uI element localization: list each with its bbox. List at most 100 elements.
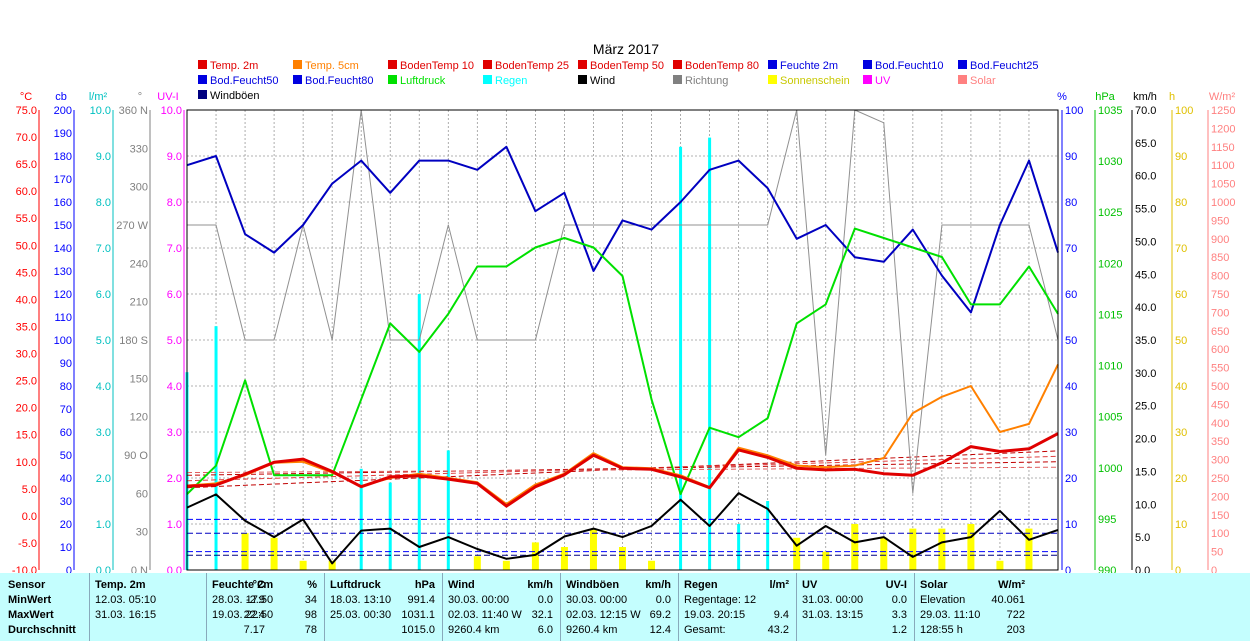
axis-tick-label: 20 — [1065, 473, 1077, 485]
legend-swatch — [293, 60, 302, 69]
axis-tick-label: 3.0 — [96, 427, 111, 439]
stats-detail: 25.03. 00:30 — [330, 609, 392, 621]
axis-tick-label: 180 — [54, 151, 72, 163]
stats-value: 1.2 — [891, 624, 907, 636]
axis-tick-label: 75.0 — [16, 105, 37, 117]
stats-detail: 9260.4 km — [448, 624, 500, 636]
axis-tick-label: 120 — [130, 412, 148, 424]
axis-tick-label: 1030 — [1098, 156, 1122, 168]
stats-value: 34 — [304, 594, 317, 606]
axis-tick-label: 55.0 — [16, 213, 37, 225]
axis-tick-label: 30 — [60, 496, 72, 508]
stats-value: 40.061 — [991, 594, 1025, 606]
axis-tick-label: 450 — [1211, 399, 1229, 411]
sunshine-bar — [880, 537, 888, 570]
series-line — [186, 432, 1059, 508]
legend-swatch — [483, 75, 492, 84]
legend-swatch — [578, 75, 587, 84]
legend-label: BodenTemp 25 — [495, 60, 569, 72]
stats-detail: 18.03. 13:10 — [330, 594, 392, 606]
axis-tick-label: 0 — [1065, 565, 1071, 577]
axis-tick-label: 30 — [136, 527, 148, 539]
axis-tick-label: 250 — [1211, 473, 1229, 485]
axis-tick-label: 1000 — [1098, 463, 1122, 475]
stats-value: 7.17 — [243, 624, 265, 636]
sunshine-bar — [502, 560, 510, 570]
sunshine-bar — [909, 528, 917, 570]
legend-label: BodenTemp 50 — [590, 60, 664, 72]
axis-tick-label: 40.0 — [1135, 302, 1156, 314]
axis-tick-label: 30.0 — [1135, 368, 1156, 380]
stats-unit: UV-I — [885, 579, 907, 591]
legend-swatch — [863, 60, 872, 69]
axis-tick-label: 1.0 — [167, 519, 182, 531]
axis-tick-label: 300 — [130, 182, 148, 194]
axis-tick-label: 50 — [1065, 335, 1077, 347]
legend-label: BodenTemp 80 — [685, 60, 759, 72]
axis-tick-label: 80 — [1065, 197, 1077, 209]
axis-tick-label: 10.0 — [16, 457, 37, 469]
axis-tick-label: 130 — [54, 266, 72, 278]
axis-tick-label: 10 — [60, 542, 72, 554]
stats-separator — [678, 573, 679, 641]
legend-swatch — [388, 60, 397, 69]
axis-unit: ° — [138, 91, 142, 103]
legend-label: UV — [875, 75, 891, 87]
axis-tick-label: 40 — [60, 473, 72, 485]
stats-value: 32.1 — [531, 609, 553, 621]
sunshine-bar — [270, 537, 278, 570]
stats-header: Feuchte 2m — [212, 579, 274, 591]
stats-value: 9.4 — [773, 609, 789, 621]
stats-sensor-header: Sensor — [8, 579, 46, 591]
stats-separator — [89, 573, 90, 641]
axis-tick-label: 9.0 — [167, 151, 182, 163]
stats-value: 78 — [304, 624, 317, 636]
stats-header: Solar — [920, 579, 948, 591]
axis-tick-label: 110 — [54, 312, 72, 324]
axis-tick-label: 750 — [1211, 289, 1229, 301]
stats-detail: 128:55 h — [920, 624, 963, 636]
axis-tick-label: 270 W — [116, 220, 148, 232]
axis-tick-label: 2.0 — [167, 473, 182, 485]
stats-unit: W/m² — [998, 579, 1025, 591]
stats-detail: 29.03. 11:10 — [920, 609, 981, 621]
axis-tick-label: 240 — [130, 258, 148, 270]
axis-tick-label: 1025 — [1098, 207, 1122, 219]
stats-value: 0.0 — [537, 594, 553, 606]
axis-tick-label: 40 — [1065, 381, 1077, 393]
axis-tick-label: 1200 — [1211, 123, 1235, 135]
axis-tick-label: 700 — [1211, 307, 1229, 319]
axis-tick-label: 10 — [1065, 519, 1077, 531]
stats-header: Temp. 2m — [95, 579, 146, 591]
axis-tick-label: 600 — [1211, 344, 1229, 356]
axis-tick-label: 100 — [1211, 528, 1229, 540]
axis-tick-label: 2.0 — [96, 473, 111, 485]
axis-tick-label: 20.0 — [16, 403, 37, 415]
stats-header: UV — [802, 579, 818, 591]
axis-unit: hPa — [1095, 91, 1115, 103]
axis-tick-label: 8.0 — [96, 197, 111, 209]
axis-unit: °C — [20, 91, 32, 103]
axis-tick-label: 15.0 — [1135, 466, 1156, 478]
axis-unit: W/m² — [1209, 91, 1236, 103]
axis-tick-label: 20 — [60, 519, 72, 531]
stats-value: 722 — [1006, 609, 1025, 621]
stats-detail: 31.03. 16:15 — [95, 609, 157, 621]
stats-detail: 12.03. 05:10 — [95, 594, 157, 606]
axis-tick-label: 1250 — [1211, 105, 1235, 117]
series-line — [186, 492, 1059, 565]
axis-tick-label: 0 — [1211, 565, 1217, 577]
sunshine-bar — [793, 537, 801, 570]
legend-label: Windböen — [210, 90, 260, 102]
axis-tick-label: 500 — [1211, 381, 1229, 393]
legend-swatch — [388, 75, 397, 84]
axis-tick-label: 60 — [60, 427, 72, 439]
axis-tick-label: 60 — [1175, 289, 1187, 301]
axis-tick-label: 7.0 — [167, 243, 182, 255]
sunshine-bar — [531, 542, 539, 570]
chart-title: März 2017 — [593, 41, 659, 57]
axis-tick-label: 90 — [1065, 151, 1077, 163]
legend-label: BodenTemp 10 — [400, 60, 474, 72]
axis-tick-label: 1150 — [1211, 142, 1235, 154]
stats-detail: 9260.4 km — [566, 624, 618, 636]
